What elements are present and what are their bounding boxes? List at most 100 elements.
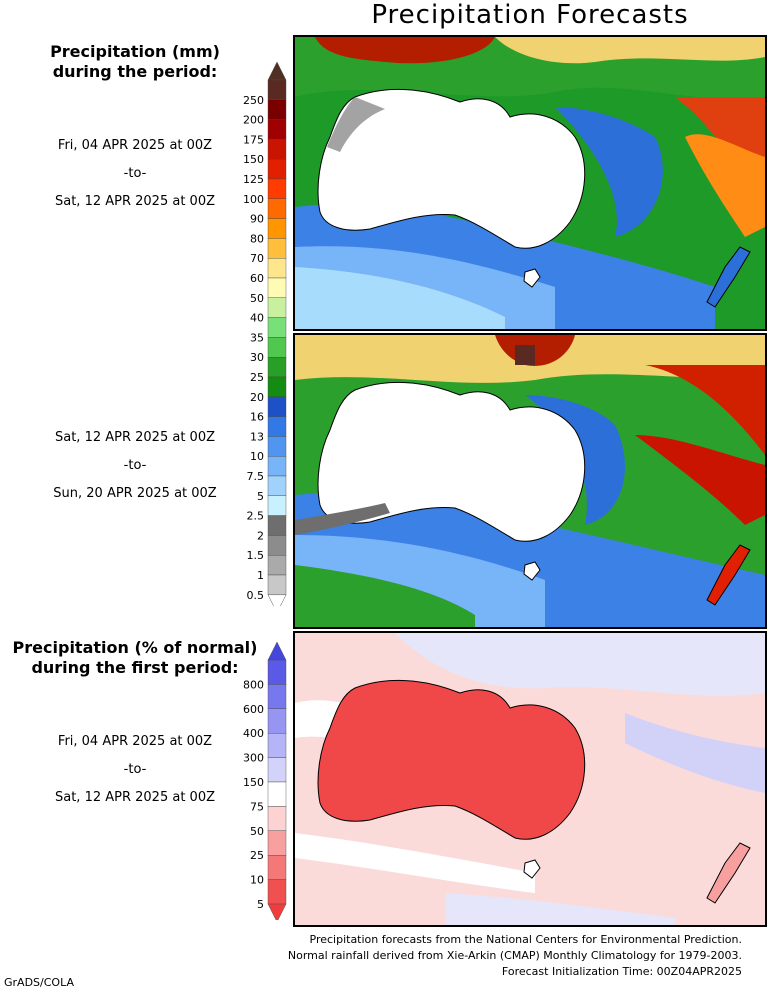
colorbar-swatch bbox=[267, 178, 287, 199]
colorbar-swatch bbox=[267, 396, 287, 417]
colorbar-tick-label: 400 bbox=[243, 727, 264, 740]
colorbar-tick-label: 250 bbox=[243, 94, 264, 107]
colorbar-top-triangle bbox=[267, 641, 287, 661]
colorbar-tick-label: 2 bbox=[257, 529, 264, 542]
colorbar-swatch bbox=[267, 376, 287, 397]
footer-line-2: Normal rainfall derived from Xie-Arkin (… bbox=[287, 949, 742, 962]
colorbar-swatch bbox=[267, 158, 287, 180]
colorbar-tick-label: 20 bbox=[250, 391, 264, 404]
colorbar-swatch bbox=[267, 317, 287, 338]
colorbar-tick-label: 30 bbox=[250, 351, 264, 364]
mm-colorbar: 250 200 175 150 125 100 90 80 70 60 50 40 35 30 25 20 16… bbox=[228, 60, 298, 614]
colorbar-swatch bbox=[267, 684, 287, 710]
footer-line-3: Forecast Initialization Time: 00Z04APR20… bbox=[501, 965, 742, 978]
colorbar-swatch bbox=[267, 879, 287, 905]
page-title: Precipitation Forecasts bbox=[371, 0, 689, 30]
period-1-from: Fri, 04 APR 2025 at 00Z bbox=[57, 138, 213, 153]
colorbar-swatch bbox=[267, 416, 287, 437]
colorbar-tick-label: 90 bbox=[250, 213, 264, 226]
colorbar-swatch bbox=[267, 757, 287, 783]
colorbar-swatch bbox=[267, 198, 287, 219]
colorbar-tick-label: 75 bbox=[250, 800, 264, 813]
colorbar-swatch bbox=[267, 337, 287, 358]
precip-map-2-svg bbox=[295, 335, 765, 627]
colorbar-swatch bbox=[267, 854, 287, 880]
colorbar-tick-label: 40 bbox=[250, 312, 264, 325]
credit: GrADS/COLA bbox=[4, 976, 74, 989]
colorbar-tick-label: 150 bbox=[243, 153, 264, 166]
colorbar-swatch bbox=[267, 436, 287, 457]
colorbar-swatch bbox=[267, 79, 287, 100]
colorbar-swatch bbox=[267, 708, 287, 734]
colorbar-tick-label: 25 bbox=[250, 849, 264, 862]
period-3-to: Sat, 12 APR 2025 at 00Z bbox=[54, 790, 215, 805]
colorbar-swatch bbox=[267, 257, 287, 279]
period-3-labels: Fri, 04 APR 2025 at 00Z -to- Sat, 12 APR… bbox=[20, 728, 250, 812]
precip-map-period-1 bbox=[293, 35, 767, 331]
pct-heading-line2: during the first period: bbox=[31, 658, 239, 677]
colorbar-tick-label: 10 bbox=[250, 874, 264, 887]
period-1-labels: Fri, 04 APR 2025 at 00Z -to- Sat, 12 APR… bbox=[20, 132, 250, 216]
colorbar-swatch bbox=[267, 515, 287, 536]
footer-notes: Precipitation forecasts from the Nationa… bbox=[288, 932, 742, 980]
colorbar-swatch bbox=[267, 99, 287, 120]
colorbar-tick-label: 70 bbox=[250, 252, 264, 265]
colorbar-swatch bbox=[267, 456, 287, 477]
colorbar-swatch bbox=[267, 238, 287, 259]
colorbar-tick-label: 10 bbox=[250, 450, 264, 463]
period-2-labels: Sat, 12 APR 2025 at 00Z -to- Sun, 20 APR… bbox=[20, 424, 250, 508]
colorbar-swatch bbox=[267, 475, 287, 496]
colorbar-swatch bbox=[267, 574, 287, 595]
period-3-from: Fri, 04 APR 2025 at 00Z bbox=[57, 734, 213, 749]
colorbar-swatch bbox=[267, 357, 287, 378]
colorbar-bottom-triangle bbox=[267, 903, 287, 923]
period-3-sep: -to- bbox=[123, 762, 147, 777]
colorbar-swatch bbox=[267, 218, 287, 239]
colorbar-tick-label: 50 bbox=[250, 825, 264, 838]
precip-map-1-svg bbox=[295, 37, 765, 329]
colorbar-tick-label: 5 bbox=[257, 898, 264, 911]
footer-line-1: Precipitation forecasts from the Nationa… bbox=[309, 933, 743, 946]
mm-colorbar-svg: 2502001751501251009080706050403530252016… bbox=[243, 61, 287, 614]
colorbar-swatch bbox=[267, 297, 287, 318]
colorbar-swatch bbox=[267, 119, 287, 140]
colorbar-tick-label: 200 bbox=[243, 114, 264, 127]
period-2-from: Sat, 12 APR 2025 at 00Z bbox=[54, 430, 215, 445]
colorbar-tick-label: 1 bbox=[257, 569, 264, 582]
colorbar-tick-label: 0.5 bbox=[247, 589, 265, 602]
colorbar-swatch bbox=[267, 806, 287, 831]
australia-landmass bbox=[317, 88, 586, 249]
pct-colorbar-svg: 800 600 400 300 150 75 50 25 10 5 bbox=[243, 641, 287, 923]
colorbar-tick-label: 1.5 bbox=[247, 549, 265, 562]
colorbar-tick-label: 16 bbox=[250, 411, 264, 424]
period-2-to: Sun, 20 APR 2025 at 00Z bbox=[53, 486, 217, 501]
australia-landmass-3 bbox=[317, 679, 586, 840]
colorbar-top-triangle bbox=[267, 61, 287, 81]
colorbar-bottom-triangle bbox=[267, 594, 287, 614]
colorbar-tick-label: 300 bbox=[243, 752, 264, 765]
period-1-sep: -to- bbox=[123, 166, 147, 181]
colorbar-tick-label: 7.5 bbox=[247, 470, 265, 483]
pct-heading-line1: Precipitation (% of normal) bbox=[12, 638, 258, 657]
colorbar-swatch bbox=[267, 277, 287, 298]
australia-landmass-2 bbox=[317, 381, 586, 542]
period-1-to: Sat, 12 APR 2025 at 00Z bbox=[54, 194, 215, 209]
colorbar-swatch bbox=[267, 830, 287, 856]
mm-heading: Precipitation (mm) during the period: bbox=[20, 42, 250, 82]
colorbar-tick-label: 2.5 bbox=[247, 510, 265, 523]
mm-heading-line1: Precipitation (mm) bbox=[50, 42, 220, 61]
period-2-sep: -to- bbox=[123, 458, 147, 473]
colorbar-tick-label: 100 bbox=[243, 193, 264, 206]
colorbar-swatch bbox=[267, 139, 287, 160]
colorbar-tick-label: 50 bbox=[250, 292, 264, 305]
colorbar-tick-label: 80 bbox=[250, 232, 264, 245]
colorbar-tick-label: 60 bbox=[250, 272, 264, 285]
colorbar-swatch bbox=[267, 732, 287, 758]
colorbar-tick-label: 25 bbox=[250, 371, 264, 384]
colorbar-swatch bbox=[267, 535, 287, 556]
colorbar-swatch bbox=[267, 659, 287, 685]
precip-map-period-2 bbox=[293, 333, 767, 629]
percent-normal-map bbox=[293, 631, 767, 927]
colorbar-swatch bbox=[267, 495, 287, 516]
colorbar-swatch bbox=[267, 555, 287, 576]
